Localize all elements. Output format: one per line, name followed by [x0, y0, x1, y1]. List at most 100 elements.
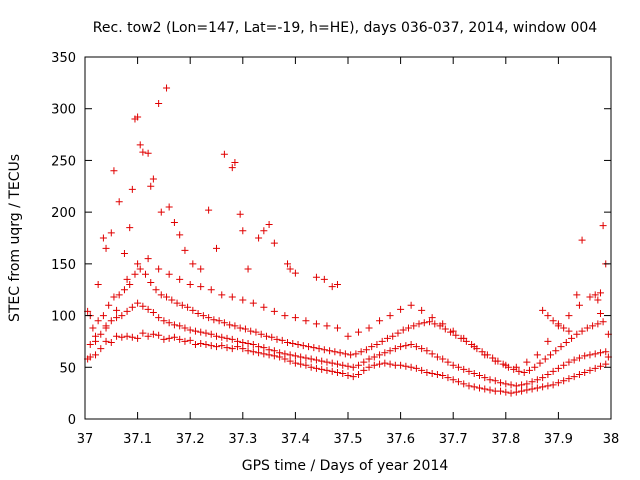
data-point: [197, 328, 205, 336]
data-point: [247, 327, 255, 335]
data-point: [465, 382, 473, 390]
data-point: [357, 348, 365, 356]
data-point: [160, 317, 168, 325]
data-point: [383, 334, 391, 342]
data-point: [339, 361, 347, 369]
data-point: [181, 337, 189, 345]
data-point: [165, 334, 173, 342]
data-point: [231, 322, 239, 330]
data-point: [107, 338, 115, 346]
data-point: [307, 363, 315, 371]
data-point: [318, 357, 326, 365]
data-point: [286, 357, 294, 365]
y-tick-label: 250: [51, 154, 76, 169]
data-point: [218, 291, 226, 299]
data-point: [397, 343, 405, 351]
data-point: [407, 341, 415, 349]
data-point: [407, 301, 415, 309]
data-point: [560, 377, 568, 385]
data-point: [249, 348, 257, 356]
data-point: [378, 337, 386, 345]
data-point: [573, 291, 581, 299]
data-point: [286, 351, 294, 359]
data-point: [262, 332, 270, 340]
data-point: [565, 375, 573, 383]
data-point: [507, 389, 515, 397]
data-point: [512, 382, 520, 390]
data-point: [165, 319, 173, 327]
data-point: [170, 218, 178, 226]
data-point: [144, 255, 152, 263]
data-point: [599, 318, 607, 326]
data-point: [239, 227, 247, 235]
data-point: [586, 351, 594, 359]
data-point: [562, 338, 570, 346]
data-point: [491, 377, 499, 385]
data-point: [152, 286, 160, 294]
data-point: [223, 334, 231, 342]
data-point: [270, 239, 278, 247]
data-point: [291, 314, 299, 322]
x-tick-label: 37.7: [439, 432, 468, 447]
data-point: [176, 335, 184, 343]
data-point: [533, 384, 541, 392]
data-point: [507, 381, 515, 389]
data-point: [433, 353, 441, 361]
data-point: [591, 350, 599, 358]
data-point: [602, 348, 610, 356]
data-point: [452, 331, 460, 339]
data-point: [549, 317, 557, 325]
data-point: [265, 221, 273, 229]
data-point: [386, 347, 394, 355]
data-point: [123, 332, 131, 340]
data-point: [128, 303, 136, 311]
data-point: [213, 244, 220, 252]
y-tick-label: 0: [68, 413, 76, 428]
data-point: [120, 250, 128, 258]
plot-points: [84, 84, 612, 397]
data-point: [568, 334, 576, 342]
data-point: [102, 337, 110, 345]
data-point: [594, 320, 602, 328]
data-point: [502, 388, 510, 396]
data-point: [186, 336, 194, 344]
data-point: [344, 332, 352, 340]
data-point: [147, 278, 155, 286]
data-point: [344, 362, 352, 370]
data-point: [404, 324, 412, 332]
data-point: [202, 329, 210, 337]
data-point: [581, 352, 589, 360]
data-point: [291, 359, 299, 367]
data-point: [599, 222, 607, 230]
data-point: [481, 351, 489, 359]
data-point: [191, 327, 199, 335]
data-point: [207, 330, 215, 338]
data-point: [454, 378, 462, 386]
data-point: [441, 325, 449, 333]
data-point: [323, 322, 331, 330]
data-point: [170, 321, 178, 329]
data-point: [302, 361, 310, 369]
data-point: [420, 319, 428, 327]
data-point: [265, 346, 273, 354]
data-point: [476, 372, 483, 380]
data-point: [591, 364, 599, 372]
data-point: [449, 376, 457, 384]
data-point: [128, 185, 136, 193]
data-point: [412, 364, 420, 372]
data-point: [399, 326, 407, 334]
data-point: [365, 355, 373, 363]
data-point: [191, 341, 199, 349]
data-point: [197, 283, 205, 291]
data-point: [139, 329, 147, 337]
data-point: [481, 385, 489, 393]
data-point: [228, 345, 236, 353]
data-point: [352, 350, 360, 358]
data-point: [176, 322, 184, 330]
data-point: [312, 356, 320, 364]
x-tick-label: 37.5: [334, 432, 363, 447]
data-point: [165, 203, 173, 211]
data-point: [486, 376, 494, 384]
data-point: [428, 369, 436, 377]
data-point: [136, 141, 144, 149]
